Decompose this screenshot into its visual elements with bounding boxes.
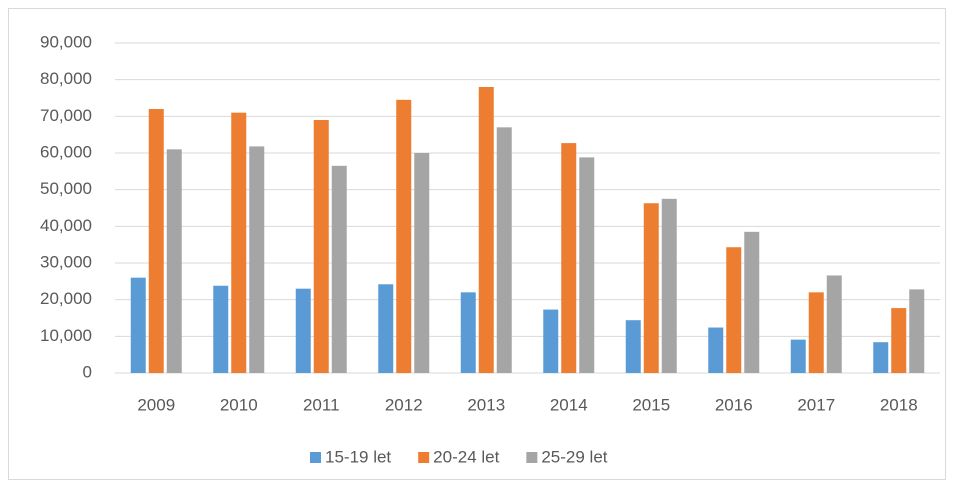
- bar: [808, 292, 824, 373]
- x-tick-label: 2009: [137, 395, 175, 414]
- bar: [625, 320, 641, 373]
- bar: [826, 275, 842, 373]
- bar: [166, 149, 182, 373]
- bar: [726, 247, 742, 373]
- x-tick-label: 2015: [632, 395, 670, 414]
- y-tick-label: 60,000: [40, 142, 92, 161]
- x-tick-label: 2013: [467, 395, 505, 414]
- x-tick-label: 2011: [303, 395, 340, 414]
- y-tick-label: 90,000: [40, 32, 92, 51]
- y-tick-label: 20,000: [40, 289, 92, 308]
- bar: [891, 308, 907, 373]
- bar: [909, 289, 925, 373]
- bar: [460, 292, 476, 373]
- x-tick-label: 2010: [220, 395, 258, 414]
- y-tick-label: 40,000: [40, 216, 92, 235]
- y-tick-label: 10,000: [40, 326, 92, 345]
- y-tick-label: 50,000: [40, 179, 92, 198]
- x-tick-label: 2014: [550, 395, 588, 414]
- bar: [414, 153, 430, 373]
- x-tick-label: 2018: [880, 395, 918, 414]
- y-tick-label: 30,000: [40, 252, 92, 271]
- legend-label: 20-24 let: [433, 447, 499, 466]
- chart-frame: [8, 8, 946, 480]
- legend-label: 25-29 let: [541, 447, 607, 466]
- bar: [873, 342, 889, 373]
- legend-swatch: [418, 452, 430, 463]
- legend-label: 15-19 let: [325, 447, 391, 466]
- bar: [231, 112, 247, 374]
- bar: [790, 339, 806, 373]
- bar: [130, 277, 146, 373]
- bar: [249, 146, 265, 373]
- bar: [396, 99, 412, 373]
- bar: [331, 165, 347, 373]
- legend-swatch: [526, 452, 538, 463]
- bar: [744, 231, 760, 373]
- legend-swatch: [310, 452, 321, 463]
- bar: [313, 120, 329, 373]
- x-tick-label: 2012: [385, 395, 423, 414]
- bar: [148, 109, 164, 373]
- bar: [643, 203, 659, 373]
- bar: [708, 327, 724, 373]
- bar: [661, 198, 677, 373]
- x-tick-label: 2017: [797, 395, 835, 414]
- y-tick-label: 70,000: [40, 106, 92, 125]
- y-tick-label: 0: [83, 362, 92, 381]
- bar: [561, 143, 577, 373]
- bar: [478, 87, 494, 373]
- bar: [378, 284, 394, 373]
- y-tick-label: 80,000: [40, 69, 92, 88]
- bar: [579, 157, 595, 373]
- bar: [295, 288, 311, 373]
- bar: [213, 285, 229, 373]
- bar: [543, 309, 559, 373]
- x-tick-label: 2016: [715, 395, 753, 414]
- bar: [496, 127, 512, 373]
